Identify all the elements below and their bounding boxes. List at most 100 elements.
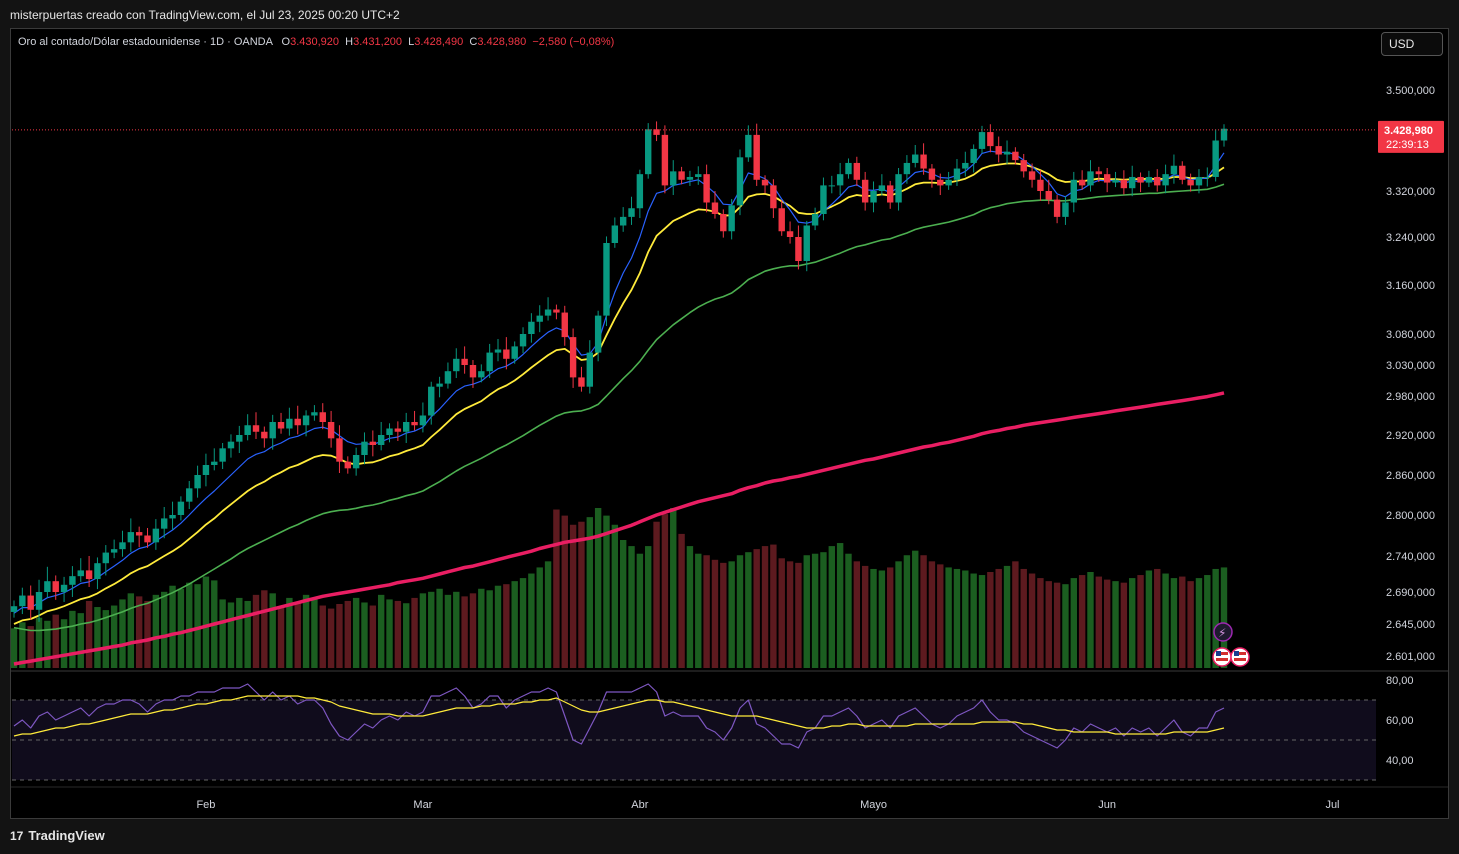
- candle[interactable]: [945, 179, 952, 186]
- candle[interactable]: [419, 415, 427, 426]
- candle[interactable]: [653, 129, 660, 135]
- candle[interactable]: [35, 592, 43, 610]
- candle[interactable]: [286, 418, 293, 429]
- candle[interactable]: [870, 191, 877, 203]
- candle[interactable]: [1028, 171, 1036, 180]
- candle[interactable]: [745, 134, 752, 158]
- candle[interactable]: [811, 214, 819, 226]
- candle[interactable]: [853, 162, 861, 180]
- candle[interactable]: [711, 202, 719, 215]
- candle[interactable]: [1045, 191, 1052, 200]
- candle[interactable]: [645, 129, 652, 175]
- candle[interactable]: [1112, 179, 1119, 183]
- candle[interactable]: [586, 352, 593, 387]
- candle[interactable]: [227, 441, 235, 449]
- candle[interactable]: [27, 595, 34, 610]
- chart-frame[interactable]: [10, 28, 1449, 819]
- candle[interactable]: [336, 438, 343, 462]
- candle[interactable]: [161, 518, 168, 529]
- candle[interactable]: [987, 132, 994, 147]
- candle[interactable]: [720, 214, 727, 232]
- candle[interactable]: [219, 448, 226, 462]
- candle[interactable]: [1204, 176, 1211, 178]
- candle[interactable]: [77, 570, 84, 577]
- candle[interactable]: [903, 162, 911, 175]
- candle[interactable]: [937, 179, 944, 186]
- candle[interactable]: [1120, 179, 1128, 189]
- candle[interactable]: [1154, 176, 1161, 186]
- candle[interactable]: [803, 225, 810, 262]
- candle[interactable]: [761, 179, 769, 186]
- candle[interactable]: [1070, 179, 1077, 203]
- candle[interactable]: [10, 606, 18, 612]
- candle[interactable]: [1170, 165, 1178, 175]
- us-flag-icon[interactable]: [1212, 647, 1232, 667]
- candle[interactable]: [795, 237, 802, 261]
- candle[interactable]: [1195, 176, 1203, 186]
- candle[interactable]: [561, 312, 568, 338]
- candle[interactable]: [403, 422, 410, 432]
- candle[interactable]: [352, 455, 360, 469]
- candle[interactable]: [344, 461, 351, 469]
- candle[interactable]: [327, 422, 335, 439]
- candle[interactable]: [1095, 171, 1103, 175]
- candle[interactable]: [636, 174, 644, 209]
- candle[interactable]: [486, 352, 493, 372]
- candle[interactable]: [110, 549, 118, 553]
- candle[interactable]: [135, 532, 143, 536]
- candle[interactable]: [828, 185, 835, 187]
- candle[interactable]: [411, 422, 418, 426]
- candle[interactable]: [244, 425, 251, 435]
- candle[interactable]: [1053, 199, 1061, 217]
- candle[interactable]: [995, 146, 1002, 155]
- candle[interactable]: [428, 386, 435, 416]
- candle[interactable]: [628, 208, 635, 217]
- candle[interactable]: [519, 334, 527, 347]
- candle[interactable]: [820, 185, 827, 214]
- candle[interactable]: [703, 174, 710, 203]
- candle[interactable]: [453, 358, 460, 372]
- candle[interactable]: [928, 168, 936, 180]
- candle[interactable]: [728, 205, 735, 232]
- candle[interactable]: [1078, 179, 1086, 186]
- candle[interactable]: [1087, 171, 1094, 186]
- candle[interactable]: [377, 435, 385, 445]
- candle[interactable]: [1137, 176, 1144, 183]
- candle[interactable]: [361, 441, 368, 455]
- candle[interactable]: [895, 174, 902, 203]
- candle[interactable]: [252, 425, 260, 432]
- candle[interactable]: [511, 346, 518, 359]
- candle[interactable]: [603, 243, 610, 316]
- candle[interactable]: [69, 576, 76, 585]
- candle[interactable]: [119, 542, 126, 550]
- candle[interactable]: [60, 584, 68, 592]
- candle[interactable]: [436, 383, 443, 387]
- candle[interactable]: [294, 418, 301, 426]
- candle[interactable]: [269, 422, 276, 439]
- candle[interactable]: [277, 422, 285, 429]
- candle[interactable]: [202, 465, 210, 475]
- candle[interactable]: [536, 315, 543, 322]
- candle[interactable]: [211, 461, 218, 465]
- candle[interactable]: [544, 309, 552, 316]
- currency-button[interactable]: USD: [1381, 32, 1443, 56]
- candle[interactable]: [1062, 202, 1069, 217]
- candle[interactable]: [978, 132, 986, 149]
- candle[interactable]: [102, 552, 109, 564]
- candle[interactable]: [1103, 174, 1111, 183]
- candle[interactable]: [753, 134, 760, 180]
- candle[interactable]: [611, 225, 619, 244]
- candle[interactable]: [144, 535, 151, 543]
- candle[interactable]: [152, 528, 160, 543]
- candle[interactable]: [528, 321, 535, 334]
- candle[interactable]: [394, 428, 402, 432]
- candle[interactable]: [970, 148, 977, 163]
- candle[interactable]: [503, 349, 510, 359]
- candle[interactable]: [1162, 174, 1169, 186]
- candle[interactable]: [861, 179, 869, 203]
- symbol-title[interactable]: Oro al contado/Dólar estadounidense · 1D…: [18, 36, 273, 48]
- candle[interactable]: [1129, 176, 1136, 189]
- candle[interactable]: [553, 309, 560, 313]
- candle[interactable]: [1012, 151, 1019, 161]
